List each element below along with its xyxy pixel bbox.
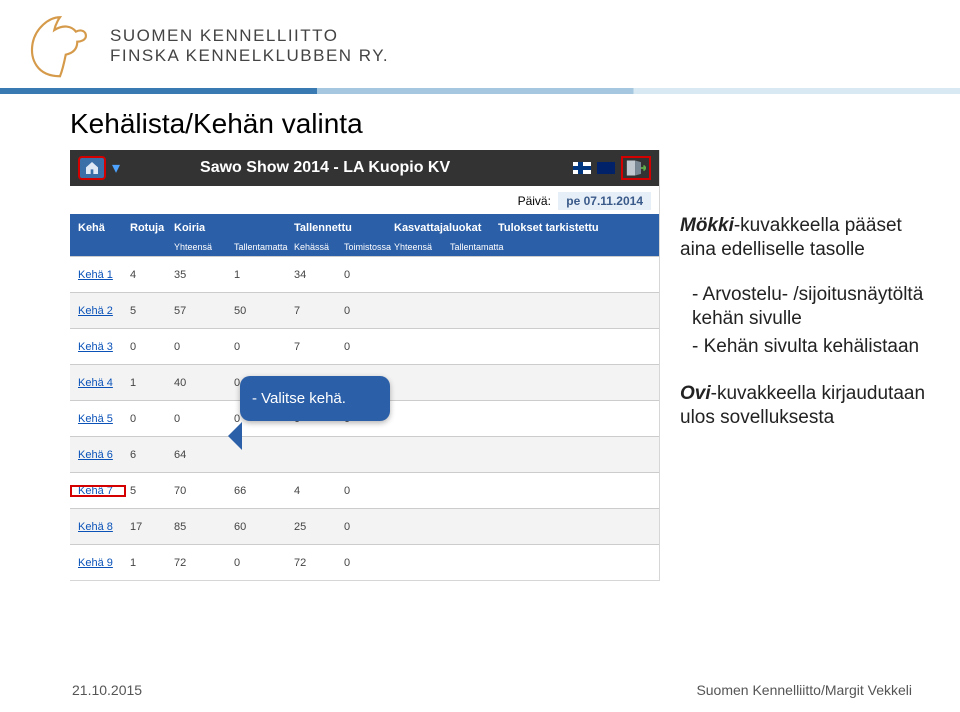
sub-yht2: Yhteensä [390,242,446,252]
cell: 7 [290,305,340,317]
keha-link[interactable]: Kehä 5 [78,413,113,425]
cell: 1 [126,557,170,569]
th-keha: Kehä [70,218,126,238]
table-subheader: Yhteensä Tallentamatta Kehässä Toimistos… [70,242,659,256]
cell: 40 [170,377,230,389]
footer-date: 21.10.2015 [72,682,142,698]
bullet-1: - Arvostelu- /sijoitusnäytöltä kehän siv… [692,281,930,334]
org-line2: FINSKA KENNELKLUBBEN RY. [110,46,389,66]
cell: 0 [170,341,230,353]
flag-uk-icon[interactable] [597,162,615,174]
keha-link[interactable]: Kehä 6 [78,449,113,461]
cell: 0 [340,269,390,281]
cell: 0 [340,341,390,353]
th-rotuja: Rotuja [126,218,170,238]
slide-footer: 21.10.2015 Suomen Kennelliitto/Margit Ve… [72,682,912,698]
date-value[interactable]: pe 07.11.2014 [558,192,651,210]
cell: 25 [290,521,340,533]
cell: 57 [170,305,230,317]
sub-keh: Kehässä [290,242,340,252]
cell: 0 [340,521,390,533]
cell: 1 [230,269,290,281]
cell: 60 [230,521,290,533]
table-row: Kehä 300070 [70,328,659,364]
table-row: Kehä 1 4351340 [70,256,659,292]
app-title: Sawo Show 2014 - LA Kuopio KV [200,159,450,177]
cell: 50 [230,305,290,317]
app-screenshot: ▾ Sawo Show 2014 - LA Kuopio KV Päivä: p… [70,150,660,581]
dog-logo-icon [24,10,96,82]
mokki-word: Mökki [680,215,734,236]
cell: 0 [340,557,390,569]
cell: 1 [126,377,170,389]
explanation-text: Mökki-kuvakkeella pääset aina edellisell… [680,214,930,448]
callout-bubble: - Valitse kehä. [240,376,390,421]
door-exit-icon [626,159,646,177]
sub-tall: Tallentamatta [230,242,290,252]
table-header: Kehä Rotuja Koiria Tallennettu Kasvattaj… [70,214,659,242]
sub-tall2: Tallentamatta [446,242,502,252]
date-label: Päivä: [518,194,551,208]
keha-link[interactable]: Kehä 1 [78,269,113,281]
keha-link[interactable]: Kehä 2 [78,305,113,317]
th-tallennettu: Tallennettu [290,218,390,238]
th-koiria: Koiria [170,218,290,238]
table-row: Kehä 6 664 [70,436,659,472]
table-row: Kehä 2 5575070 [70,292,659,328]
cell: 70 [170,485,230,497]
table-row: Kehä 91720720 [70,544,659,580]
date-row: Päivä: pe 07.11.2014 [70,186,659,214]
keha-link[interactable]: Kehä 4 [78,377,113,389]
keha-link[interactable]: Kehä 8 [78,521,113,533]
cell: 0 [230,557,290,569]
cell: 35 [170,269,230,281]
cell: 0 [126,341,170,353]
home-icon [84,160,100,176]
logout-button[interactable] [621,156,651,180]
cell: 72 [290,557,340,569]
cell: 4 [290,485,340,497]
app-header: ▾ Sawo Show 2014 - LA Kuopio KV [70,150,659,186]
ovi-word: Ovi [680,383,711,404]
cell: 17 [126,521,170,533]
cell: 5 [126,305,170,317]
cell: 66 [230,485,290,497]
ovi-rest: -kuvakkeella kirjaudutaan ulos sovelluks… [680,383,925,428]
org-line1: SUOMEN KENNELLIITTO [110,26,389,46]
slide-title: Kehälista/Kehän valinta [70,108,363,140]
cell: 0 [340,305,390,317]
cell: 64 [170,449,230,461]
table-row: Kehä 7 5706640 [70,472,659,508]
cell: 0 [230,341,290,353]
sub-yht: Yhteensä [170,242,230,252]
cell: 4 [126,269,170,281]
cell: 0 [126,413,170,425]
cell: 34 [290,269,340,281]
sub-toim: Toimistossa [340,242,390,252]
home-button[interactable] [78,156,106,180]
accent-bar [0,88,960,94]
keha-link[interactable]: Kehä 3 [78,341,113,353]
cell: 5 [126,485,170,497]
bullet-2: - Kehän sivulta kehälistaan [692,333,930,361]
cell: 6 [126,449,170,461]
cell: 7 [290,341,340,353]
org-logo-block: SUOMEN KENNELLIITTO FINSKA KENNELKLUBBEN… [24,10,389,82]
keha-link[interactable]: Kehä 9 [78,557,113,569]
keha-link[interactable]: Kehä 7 [78,485,113,497]
chevron-down-icon[interactable]: ▾ [112,158,120,178]
cell: 0 [340,485,390,497]
cell: 72 [170,557,230,569]
th-tark: Tulokset tarkistettu [494,218,614,238]
cell: 85 [170,521,230,533]
table-row: Kehä 8 178560250 [70,508,659,544]
footer-credit: Suomen Kennelliitto/Margit Vekkeli [696,682,912,698]
flag-fi-icon[interactable] [573,162,591,174]
th-kasv: Kasvattajaluokat [390,218,494,238]
